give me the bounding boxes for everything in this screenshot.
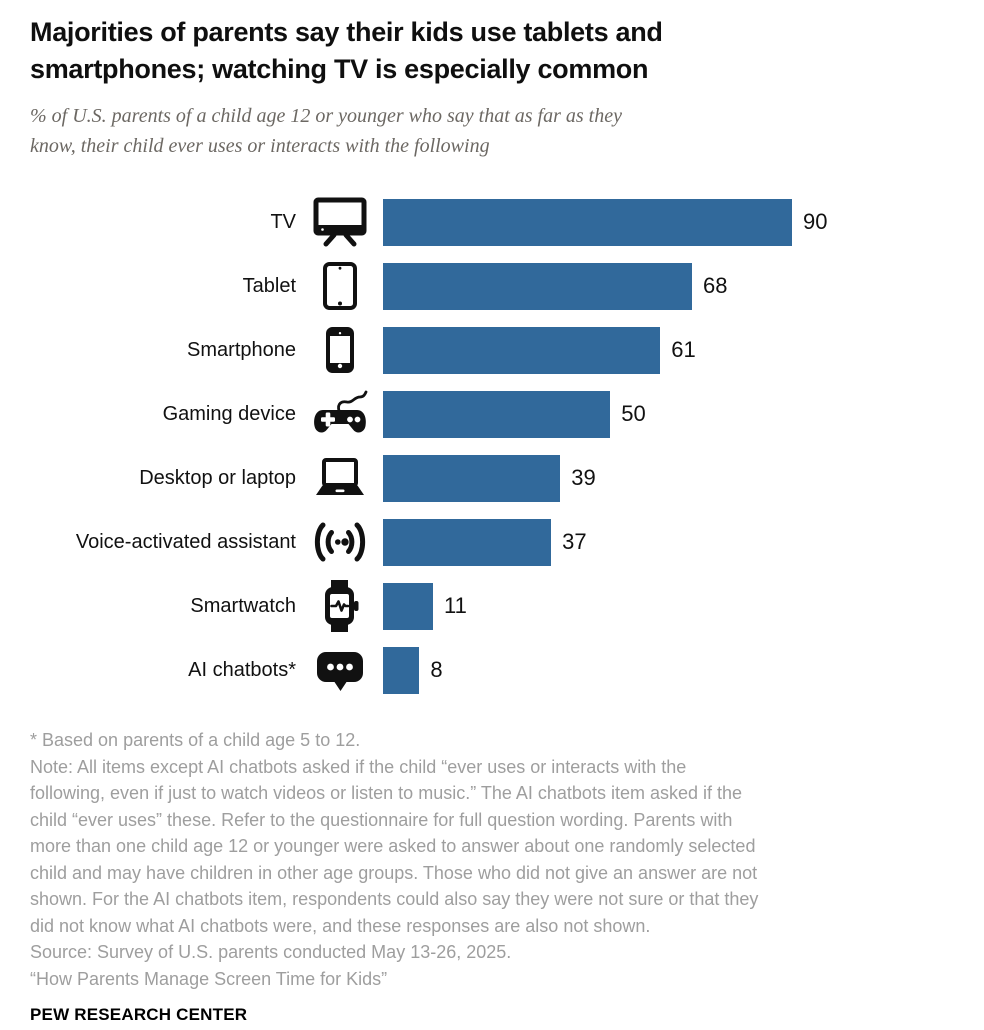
value-label: 68 bbox=[703, 273, 728, 298]
source-note: Source: Survey of U.S. parents conducted… bbox=[30, 942, 512, 962]
chart-title-line-2: smartphones; watching TV is especially c… bbox=[30, 54, 649, 84]
note-line: shown. For the AI chatbots item, respond… bbox=[30, 889, 759, 909]
bar-zone: 50 bbox=[383, 390, 956, 438]
value-label: 37 bbox=[562, 529, 587, 554]
bar-zone: 11 bbox=[383, 582, 956, 630]
note-line: more than one child age 12 or younger we… bbox=[30, 836, 756, 856]
note-text: Note: All items except AI chatbots asked… bbox=[30, 754, 956, 940]
bar-zone: 61 bbox=[383, 326, 956, 374]
category-label: Smartwatch bbox=[190, 594, 296, 617]
category-label: AI chatbots* bbox=[188, 658, 296, 681]
bar bbox=[383, 518, 552, 566]
value-label: 11 bbox=[443, 593, 467, 618]
pew-research-center-wordmark: PEW RESEARCH CENTER bbox=[30, 1005, 248, 1024]
chart-row: Voice-activated assistant 37 bbox=[30, 510, 956, 574]
value-label: 90 bbox=[803, 209, 828, 234]
chat-bubble-icon bbox=[296, 648, 383, 692]
gamepad-icon bbox=[296, 389, 383, 439]
tv-icon bbox=[296, 197, 383, 247]
note-line: child “ever uses” these. Refer to the qu… bbox=[30, 809, 733, 830]
chart-row: AI chatbots* 8 bbox=[30, 638, 956, 702]
laptop-icon bbox=[296, 457, 383, 499]
value-label: 50 bbox=[621, 401, 646, 426]
category-label: Tablet bbox=[242, 274, 296, 297]
category-label: Gaming device bbox=[162, 402, 296, 425]
bar-zone: 37 bbox=[383, 518, 956, 566]
chart-row: Smartphone 61 bbox=[30, 318, 956, 382]
tablet-icon bbox=[296, 262, 383, 310]
voice-assistant-icon bbox=[296, 521, 383, 563]
bar bbox=[383, 262, 693, 310]
chart-row: Smartwatch 11 bbox=[30, 574, 956, 638]
chart-row: Gaming device 50 bbox=[30, 382, 956, 446]
chart-row: Desktop or laptop 39 bbox=[30, 446, 956, 510]
bar bbox=[383, 390, 611, 438]
smartwatch-icon bbox=[296, 580, 383, 632]
chart-row: TV 90 bbox=[30, 190, 956, 254]
chart-title-line-1: Majorities of parents say their kids use… bbox=[30, 17, 663, 47]
bar bbox=[383, 582, 433, 630]
smartphone-icon bbox=[296, 327, 383, 373]
bar bbox=[383, 326, 661, 374]
chart-title: Majorities of parents say their kids use… bbox=[30, 14, 956, 88]
bar bbox=[383, 646, 420, 694]
value-label: 8 bbox=[430, 657, 443, 682]
value-label: 39 bbox=[571, 465, 596, 490]
category-label: TV bbox=[270, 210, 296, 233]
bar-zone: 39 bbox=[383, 454, 956, 502]
chart-subtitle: % of U.S. parents of a child age 12 or y… bbox=[30, 101, 956, 161]
chart-subtitle-line-1: % of U.S. parents of a child age 12 or y… bbox=[30, 105, 622, 127]
bar-zone: 90 bbox=[383, 198, 956, 246]
publication-note: “How Parents Manage Screen Time for Kids… bbox=[30, 968, 388, 989]
category-label: Desktop or laptop bbox=[139, 466, 296, 489]
chart-row: Tablet 68 bbox=[30, 254, 956, 318]
bar-zone: 68 bbox=[383, 262, 956, 310]
note-line: following, even if just to watch videos … bbox=[30, 783, 743, 803]
bar bbox=[383, 454, 561, 502]
note-line: child and may have children in other age… bbox=[30, 862, 758, 883]
note-line: Note: All items except AI chatbots asked… bbox=[30, 756, 687, 777]
value-label: 61 bbox=[671, 337, 696, 362]
bar-zone: 8 bbox=[383, 646, 956, 694]
category-label: Voice-activated assistant bbox=[75, 530, 296, 553]
horizontal-bar-chart: TV 90 Tablet 68 Smartphone 61 Gaming device… bbox=[30, 190, 956, 702]
bar bbox=[383, 198, 792, 246]
chart-notes: * Based on parents of a child age 5 to 1… bbox=[30, 727, 956, 992]
asterisk-note: * Based on parents of a child age 5 to 1… bbox=[30, 730, 361, 750]
chart-subtitle-line-2: know, their child ever uses or interacts… bbox=[30, 135, 490, 157]
note-line: did not know what AI chatbots were, and … bbox=[30, 915, 651, 936]
category-label: Smartphone bbox=[187, 338, 296, 361]
